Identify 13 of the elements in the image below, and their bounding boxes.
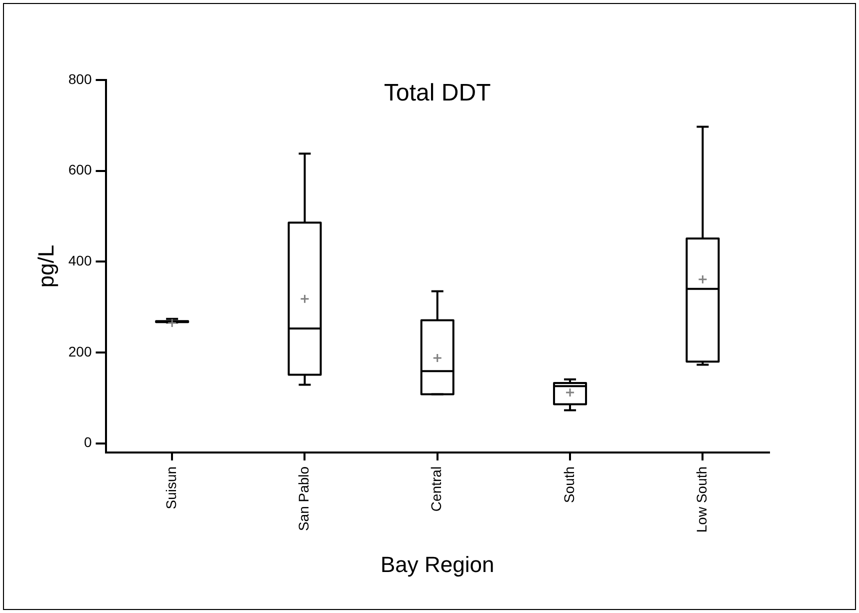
x-tick-label: South <box>560 466 577 504</box>
x-tick-label: Central <box>428 466 444 512</box>
y-tick-label: 400 <box>68 252 92 269</box>
y-axis-title: pg/L <box>33 244 58 288</box>
y-tick-label: 800 <box>68 70 92 87</box>
x-tick-label: Suisun <box>162 466 179 510</box>
y-tick-label: 0 <box>84 434 92 450</box>
x-tick-label: Low South <box>694 466 710 533</box>
x-tick-label: San Pablo <box>296 466 312 532</box>
y-tick-label: 200 <box>68 343 92 360</box>
chart-title: Total DDT <box>384 80 492 107</box>
y-tick-label: 600 <box>68 162 92 178</box>
x-axis-title: Bay Region <box>380 552 494 577</box>
